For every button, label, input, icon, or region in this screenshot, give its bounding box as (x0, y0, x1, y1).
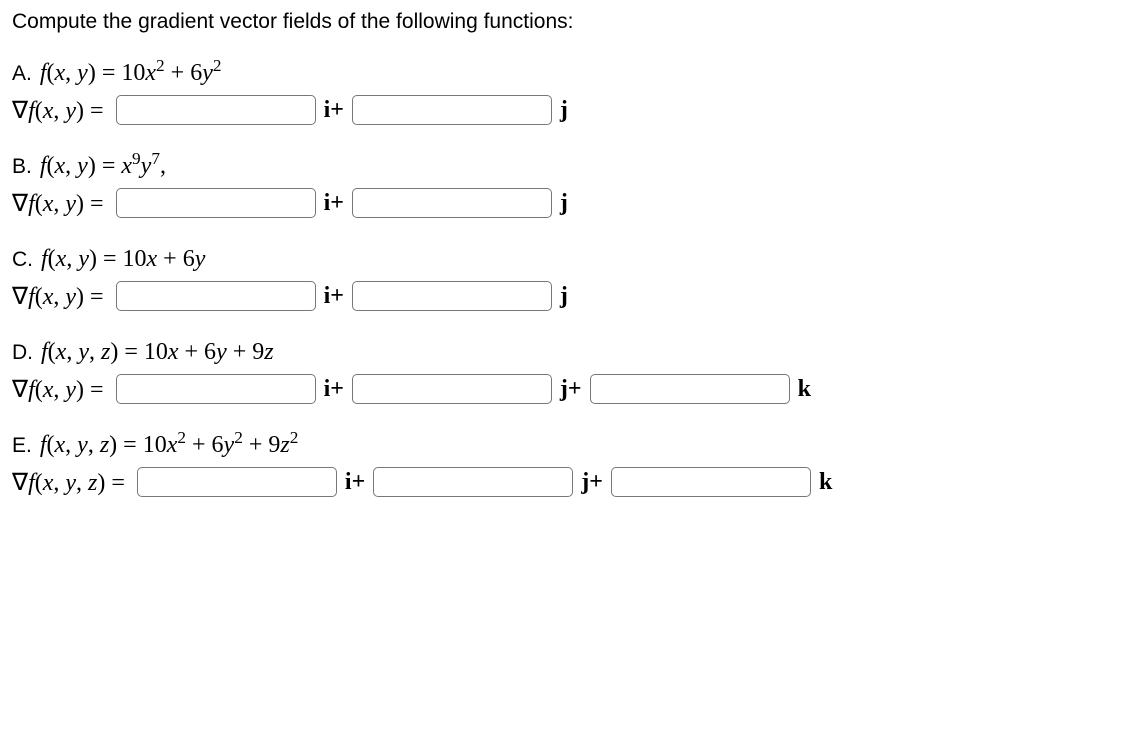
problem-C-function: f(x, y) = 10x + 6y (41, 246, 205, 272)
problem-A-gradient-prefix: ∇f(x, y) = (12, 96, 104, 125)
unit-j: j (560, 97, 568, 124)
unit-j-plus: j+ (560, 376, 582, 403)
problem-B-label: B. (12, 155, 32, 178)
unit-i-plus: i+ (324, 190, 344, 217)
unit-j: j (560, 283, 568, 310)
unit-j-plus: j+ (581, 469, 603, 496)
unit-i-plus: i+ (324, 376, 344, 403)
problem-C-gradient-prefix: ∇f(x, y) = (12, 282, 104, 311)
problem-A-function: f(x, y) = 10x2 + 6y2 (40, 60, 222, 86)
problem-D-i-input[interactable] (116, 374, 316, 404)
prompt-text: Compute the gradient vector fields of th… (12, 10, 1110, 34)
problem-D-j-input[interactable] (352, 374, 552, 404)
problem-D-k-input[interactable] (590, 374, 790, 404)
problem-D-function: f(x, y, z) = 10x + 6y + 9z (41, 339, 274, 365)
problem-E-label: E. (12, 434, 32, 457)
problem-D: D. f(x, y, z) = 10x + 6y + 9z ∇f(x, y) =… (12, 339, 1110, 404)
unit-i-plus: i+ (345, 469, 365, 496)
problem-E-i-input[interactable] (137, 467, 337, 497)
problem-B-gradient-prefix: ∇f(x, y) = (12, 189, 104, 218)
unit-k: k (798, 376, 811, 403)
problem-E-k-input[interactable] (611, 467, 811, 497)
problem-E-j-input[interactable] (373, 467, 573, 497)
problem-D-gradient-prefix: ∇f(x, y) = (12, 375, 104, 404)
problem-B-function: f(x, y) = x9y7, (40, 153, 166, 179)
problem-B-i-input[interactable] (116, 188, 316, 218)
problem-A-label: A. (12, 62, 32, 85)
problem-B-j-input[interactable] (352, 188, 552, 218)
unit-i-plus: i+ (324, 283, 344, 310)
problem-E-function: f(x, y, z) = 10x2 + 6y2 + 9z2 (40, 432, 299, 458)
problem-A-i-input[interactable] (116, 95, 316, 125)
problem-C-j-input[interactable] (352, 281, 552, 311)
problem-C: C. f(x, y) = 10x + 6y ∇f(x, y) = i+ j (12, 246, 1110, 311)
problem-E-gradient-prefix: ∇f(x, y, z) = (12, 468, 125, 497)
unit-i-plus: i+ (324, 97, 344, 124)
problem-C-i-input[interactable] (116, 281, 316, 311)
problem-B: B. f(x, y) = x9y7, ∇f(x, y) = i+ j (12, 153, 1110, 218)
problem-A: A. f(x, y) = 10x2 + 6y2 ∇f(x, y) = i+ j (12, 60, 1110, 125)
unit-j: j (560, 190, 568, 217)
unit-k: k (819, 469, 832, 496)
problem-E: E. f(x, y, z) = 10x2 + 6y2 + 9z2 ∇f(x, y… (12, 432, 1110, 497)
problem-D-label: D. (12, 341, 33, 364)
problem-C-label: C. (12, 248, 33, 271)
problem-A-j-input[interactable] (352, 95, 552, 125)
